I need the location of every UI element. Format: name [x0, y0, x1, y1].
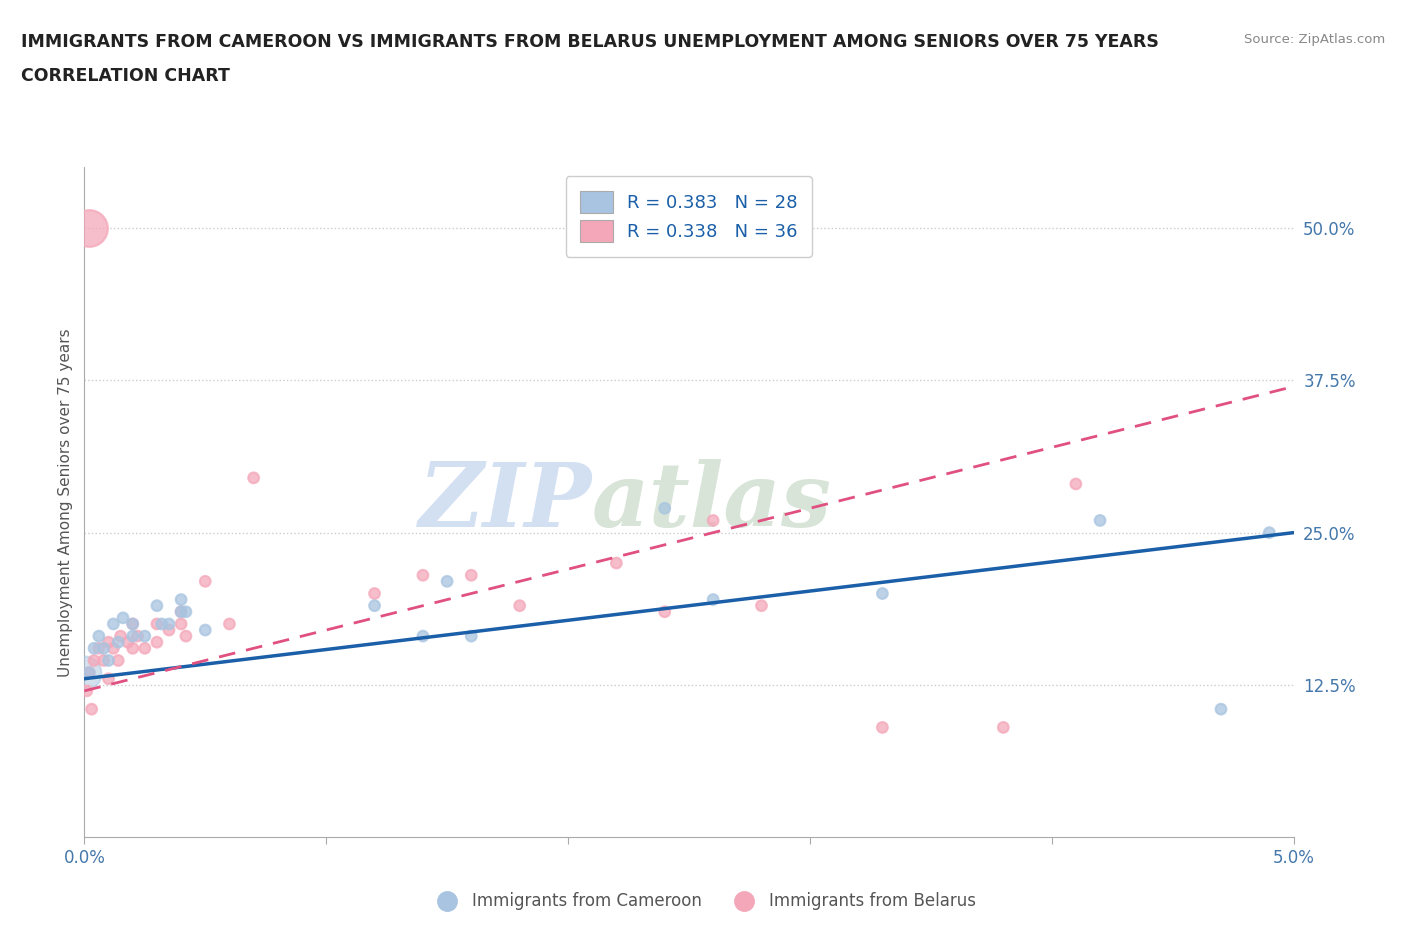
Point [654, 604, 676, 619]
Text: IMMIGRANTS FROM CAMEROON VS IMMIGRANTS FROM BELARUS UNEMPLOYMENT AMONG SENIORS O: IMMIGRANTS FROM CAMEROON VS IMMIGRANTS F… [21, 33, 1159, 50]
Point [1088, 513, 1111, 528]
Point [1258, 525, 1281, 540]
Point [218, 617, 240, 631]
Point [146, 617, 169, 631]
Point [170, 604, 193, 619]
Point [110, 629, 132, 644]
Point [363, 586, 385, 601]
Point [170, 604, 193, 619]
Point [872, 586, 894, 601]
Point [460, 568, 482, 583]
Point [97, 635, 120, 650]
Point [103, 617, 125, 631]
Point [97, 653, 120, 668]
Point [117, 635, 139, 650]
Point [993, 720, 1015, 735]
Point [121, 629, 143, 644]
Point [242, 471, 264, 485]
Point [412, 629, 434, 644]
Point [509, 598, 531, 613]
Point [194, 574, 217, 589]
Point [363, 598, 385, 613]
Point [107, 635, 129, 650]
Point [174, 604, 197, 619]
Point [174, 629, 197, 644]
Point [112, 610, 135, 625]
Point [76, 684, 98, 698]
Point [702, 592, 724, 607]
Point [77, 220, 100, 235]
Point [121, 641, 143, 656]
Point [146, 598, 169, 613]
Point [87, 629, 110, 644]
Text: CORRELATION CHART: CORRELATION CHART [21, 67, 231, 85]
Point [1209, 702, 1232, 717]
Point [80, 702, 103, 717]
Text: Source: ZipAtlas.com: Source: ZipAtlas.com [1244, 33, 1385, 46]
Point [73, 665, 96, 680]
Point [157, 617, 180, 631]
Point [702, 513, 724, 528]
Point [460, 629, 482, 644]
Point [77, 665, 100, 680]
Point [194, 622, 217, 637]
Point [170, 617, 193, 631]
Point [412, 568, 434, 583]
Point [103, 641, 125, 656]
Point [93, 653, 115, 668]
Point [127, 629, 149, 644]
Text: ZIP: ZIP [419, 458, 592, 546]
Text: atlas: atlas [592, 458, 832, 546]
Point [150, 617, 173, 631]
Point [1064, 476, 1087, 491]
Point [93, 641, 115, 656]
Point [605, 555, 627, 570]
Point [87, 641, 110, 656]
Point [121, 617, 143, 631]
Point [107, 653, 129, 668]
Point [157, 622, 180, 637]
Point [83, 641, 105, 656]
Point [134, 641, 156, 656]
Point [146, 635, 169, 650]
Point [77, 665, 100, 680]
Point [134, 629, 156, 644]
Point [436, 574, 458, 589]
Point [121, 617, 143, 631]
Legend: Immigrants from Cameroon, Immigrants from Belarus: Immigrants from Cameroon, Immigrants fro… [423, 885, 983, 917]
Point [872, 720, 894, 735]
Point [83, 653, 105, 668]
Legend: R = 0.383   N = 28, R = 0.338   N = 36: R = 0.383 N = 28, R = 0.338 N = 36 [565, 177, 813, 257]
Point [751, 598, 773, 613]
Point [170, 592, 193, 607]
Point [654, 501, 676, 516]
Y-axis label: Unemployment Among Seniors over 75 years: Unemployment Among Seniors over 75 years [58, 328, 73, 676]
Point [97, 671, 120, 686]
